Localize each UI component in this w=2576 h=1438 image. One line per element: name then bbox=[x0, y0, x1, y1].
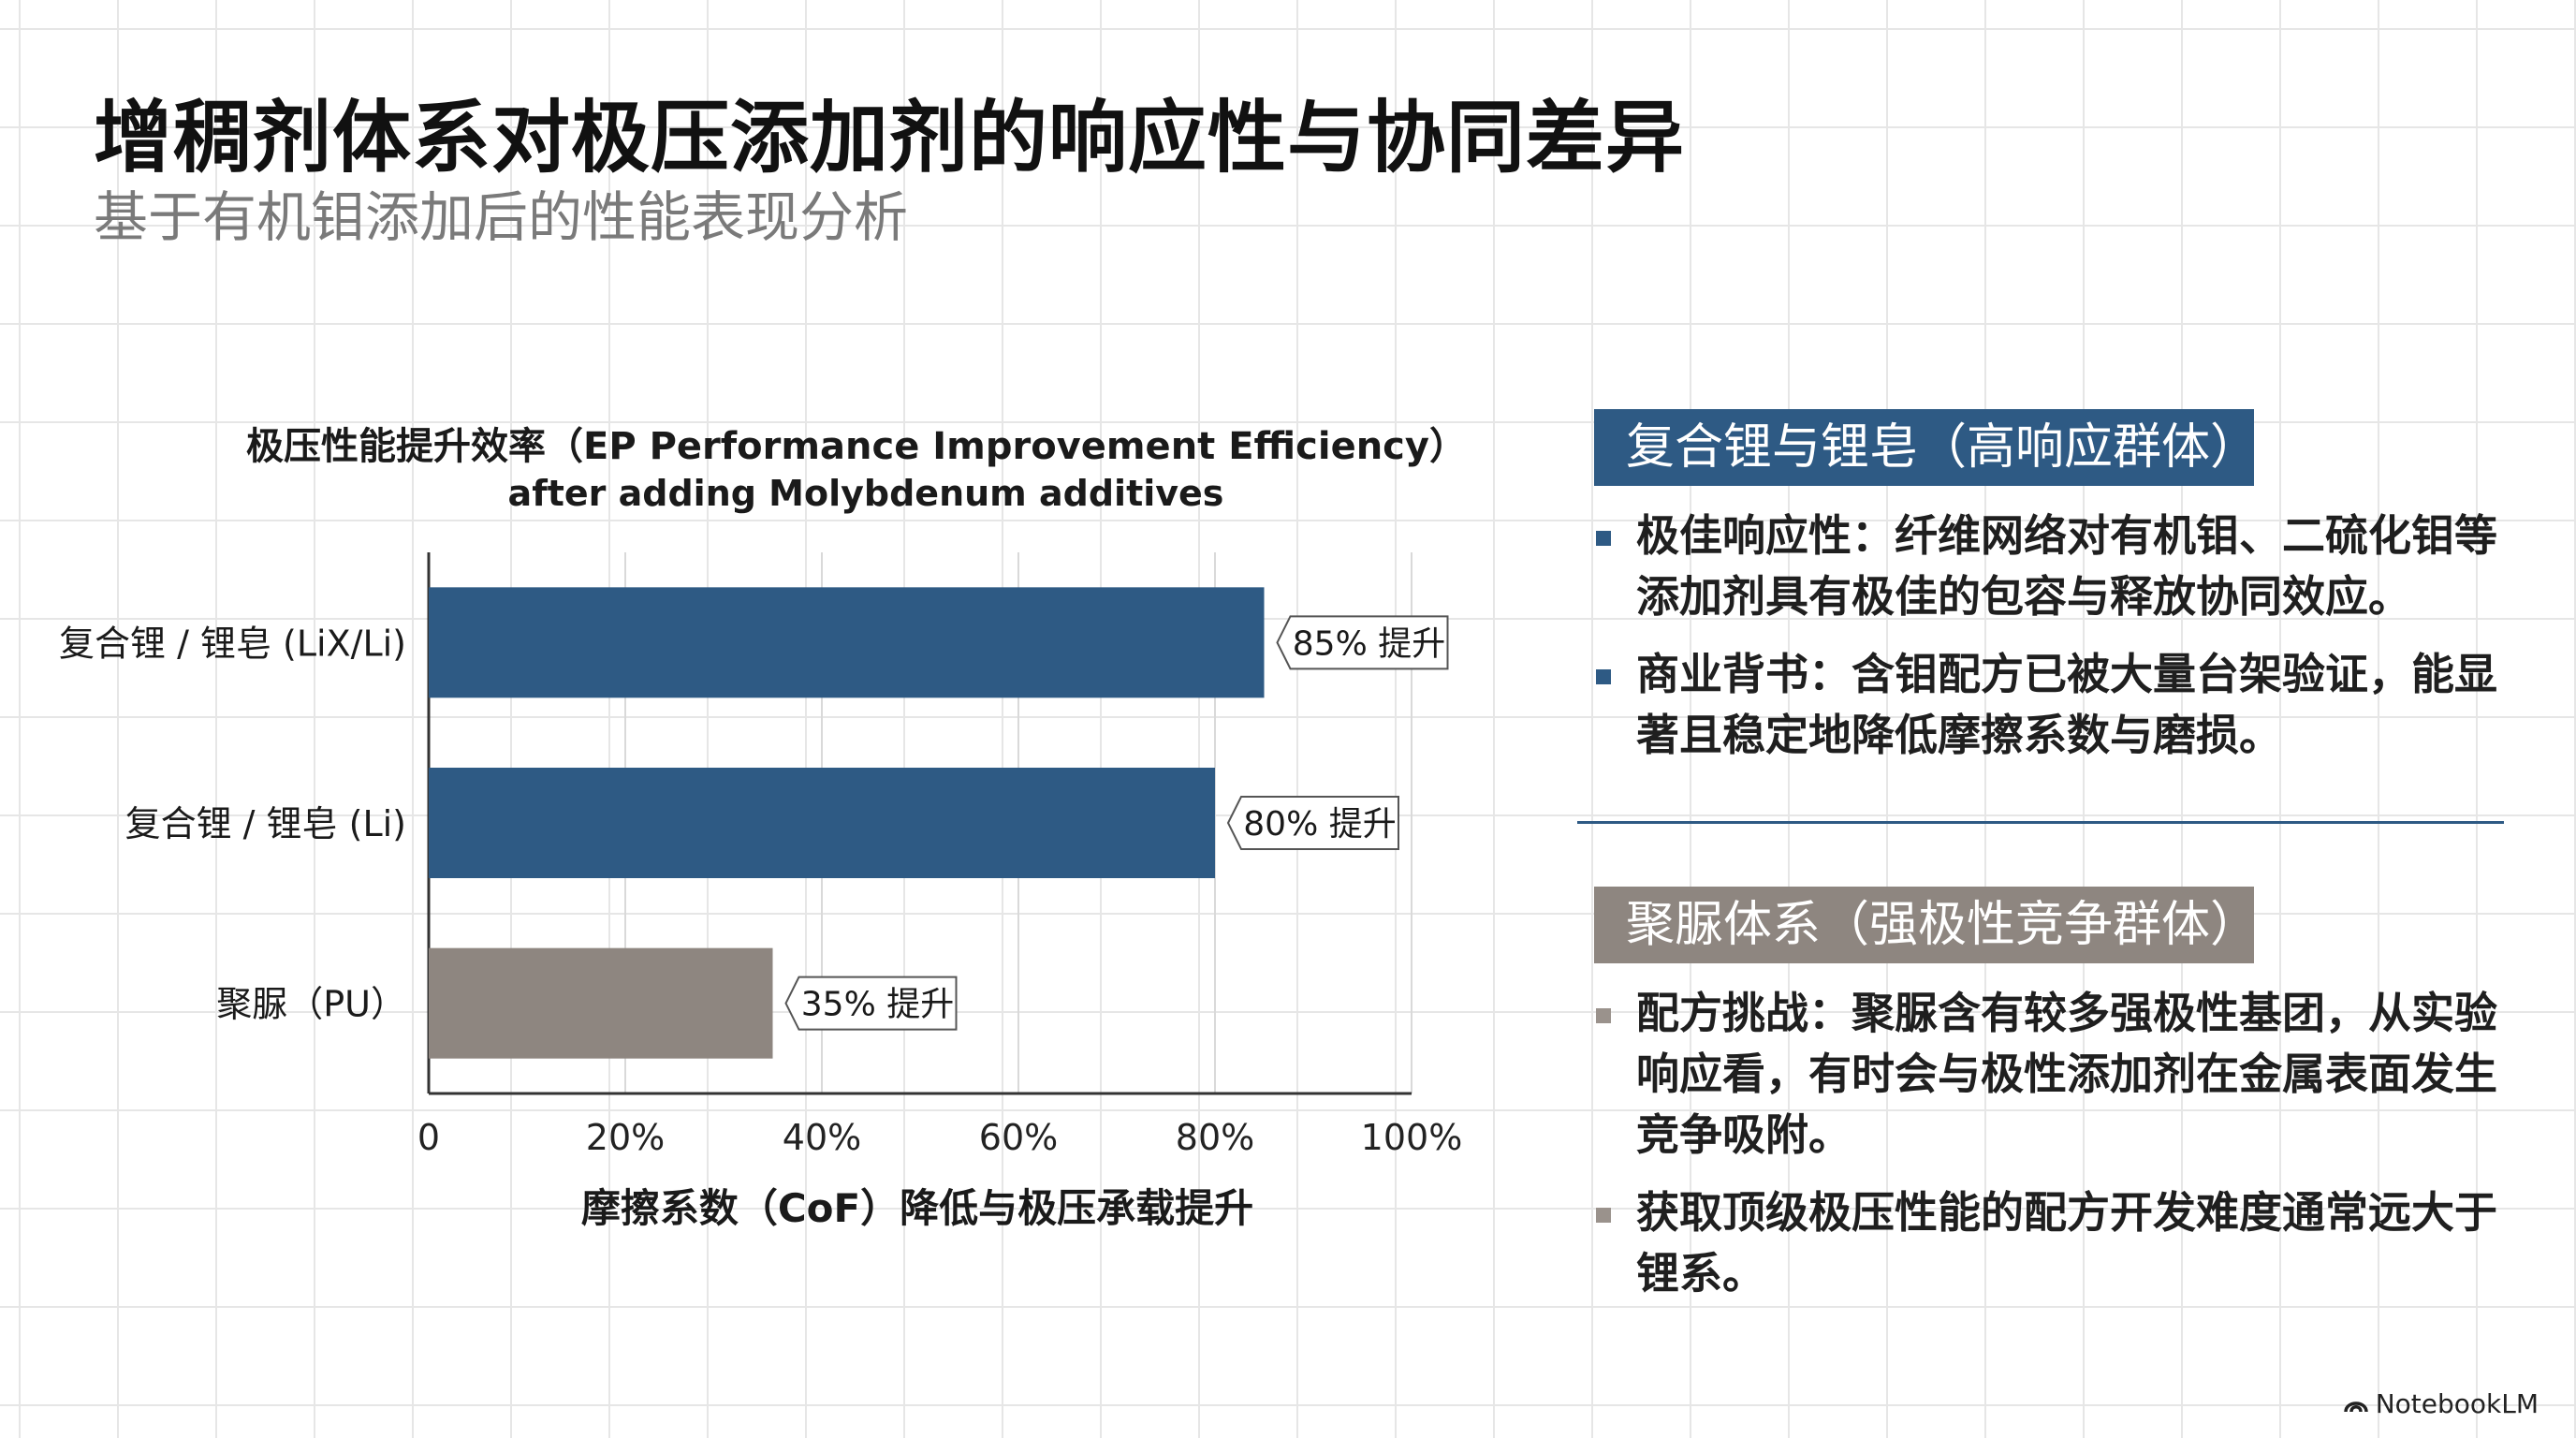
brand-name: NotebookLM bbox=[2375, 1388, 2539, 1419]
x-tick-label: 0 bbox=[417, 1117, 440, 1158]
x-tick-label: 80% bbox=[1176, 1117, 1254, 1158]
section-divider bbox=[1577, 821, 2504, 824]
chart-subtitle: after adding Molybdenum additives bbox=[508, 473, 1224, 514]
bullet-item: 获取顶级极压性能的配方开发难度通常远大于锂系。 bbox=[1594, 1182, 2511, 1304]
panel-header-polar-competition: 聚脲体系（强极性竞争群体） bbox=[1594, 887, 2259, 963]
data-label: 80% 提升 bbox=[1243, 805, 1396, 844]
bullet-text: 商业背书：含钼配方已被大量台架验证，能显著且稳定地降低摩擦系数与磨损。 bbox=[1636, 649, 2497, 760]
panel-header-high-response: 复合锂与锂皂（高响应群体） bbox=[1594, 409, 2259, 486]
bullet-list-high-response: 极佳响应性：纤维网络对有机钼、二硫化钼等添加剂具有极佳的包容与释放协同效应。 商… bbox=[1594, 506, 2511, 783]
data-label: 85% 提升 bbox=[1293, 624, 1445, 663]
bar-chart: 极压性能提升效率（EP Performance Improvement Effi… bbox=[59, 425, 1467, 1231]
data-label-callout bbox=[1276, 615, 1449, 670]
bullet-text: 配方挑战：聚脲含有较多强极性基团，从实验响应看，有时会与极性添加剂在金属表面发生… bbox=[1636, 988, 2497, 1160]
bullet-square-icon bbox=[1596, 669, 1611, 684]
bar bbox=[429, 768, 1215, 878]
bullet-text: 极佳响应性：纤维网络对有机钼、二硫化钼等添加剂具有极佳的包容与释放协同效应。 bbox=[1636, 510, 2497, 622]
notebooklm-brand: NotebookLM bbox=[2343, 1388, 2539, 1419]
bullet-square-icon bbox=[1596, 1008, 1611, 1023]
bullet-list-polar-competition: 配方挑战：聚脲含有较多强极性基团，从实验响应看，有时会与极性添加剂在金属表面发生… bbox=[1594, 983, 2511, 1321]
data-label: 35% 提升 bbox=[801, 986, 954, 1024]
bullet-text: 获取顶级极压性能的配方开发难度通常远大于锂系。 bbox=[1636, 1187, 2497, 1299]
chart-title: 极压性能提升效率（EP Performance Improvement Effi… bbox=[246, 425, 1467, 468]
notebooklm-logo-icon bbox=[2343, 1401, 2368, 1412]
bar bbox=[429, 947, 773, 1059]
bullet-item: 极佳响应性：纤维网络对有机钼、二硫化钼等添加剂具有极佳的包容与释放协同效应。 bbox=[1594, 506, 2511, 627]
x-tick-label: 20% bbox=[586, 1117, 665, 1158]
data-label-callout bbox=[1226, 796, 1399, 850]
y-category-label: 复合锂 / 锂皂 (Li) bbox=[125, 803, 406, 844]
bar bbox=[429, 587, 1265, 698]
y-category-label: 聚脲（PU） bbox=[216, 984, 406, 1025]
page-subtitle: 基于有机钼添加后的性能表现分析 bbox=[94, 185, 909, 249]
x-tick-label: 100% bbox=[1361, 1117, 1463, 1158]
bullet-square-icon bbox=[1596, 531, 1611, 546]
data-label-callout bbox=[784, 976, 958, 1031]
bullet-square-icon bbox=[1596, 1208, 1611, 1223]
bullet-item: 商业背书：含钼配方已被大量台架验证，能显著且稳定地降低摩擦系数与磨损。 bbox=[1594, 644, 2511, 766]
page-title: 增稠剂体系对极压添加剂的响应性与协同差异 bbox=[94, 92, 1686, 183]
x-axis-label: 摩擦系数（CoF）降低与极压承载提升 bbox=[581, 1185, 1253, 1231]
x-tick-label: 60% bbox=[979, 1117, 1058, 1158]
bullet-item: 配方挑战：聚脲含有较多强极性基团，从实验响应看，有时会与极性添加剂在金属表面发生… bbox=[1594, 983, 2511, 1166]
y-category-label: 复合锂 / 锂皂 (LiX/Li) bbox=[59, 623, 406, 664]
x-tick-label: 40% bbox=[783, 1117, 861, 1158]
